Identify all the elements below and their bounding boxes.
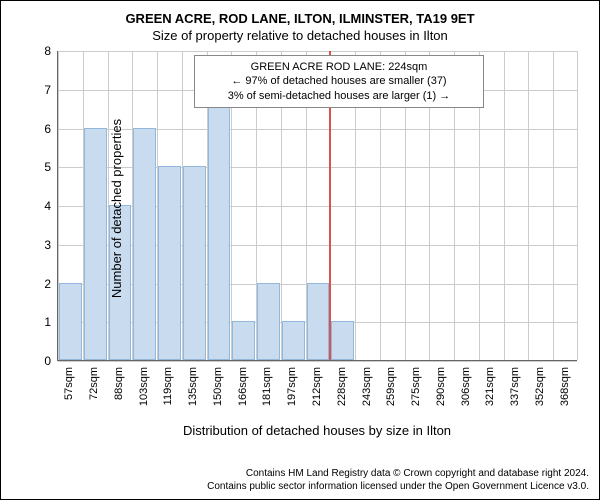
histogram-bar [208,89,231,360]
histogram-bar [133,128,156,361]
legend-box: GREEN ACRE ROD LANE: 224sqm← 97% of deta… [194,55,484,108]
x-tick-label: 352sqm [534,367,546,406]
x-tick-label: 166sqm [237,367,249,406]
x-axis-label: Distribution of detached houses by size … [57,423,577,438]
histogram-bar [232,321,255,360]
chart-subtitle: Size of property relative to detached ho… [1,28,599,43]
vgrid-line [577,51,578,360]
chart-container: GREEN ACRE ROD LANE: 224sqm← 97% of deta… [57,51,577,361]
legend-line-1: GREEN ACRE ROD LANE: 224sqm [203,60,475,74]
histogram-bar [331,321,354,360]
x-tick-label: 197sqm [286,367,298,406]
hgrid-line [58,51,577,52]
histogram-bar [158,166,181,360]
y-tick-label: 4 [31,199,51,213]
y-tick-label: 6 [31,122,51,136]
histogram-bar [183,166,206,360]
y-tick-label: 3 [31,238,51,252]
x-tick-label: 212sqm [311,367,323,406]
vgrid-line [504,51,505,360]
plot-area: GREEN ACRE ROD LANE: 224sqm← 97% of deta… [57,51,577,361]
vgrid-line [553,51,554,360]
y-tick-label: 5 [31,160,51,174]
y-tick-label: 1 [31,315,51,329]
x-tick-label: 181sqm [261,367,273,406]
x-tick-label: 103sqm [138,367,150,406]
x-tick-label: 259sqm [385,367,397,406]
x-tick-label: 243sqm [361,367,373,406]
y-tick-label: 7 [31,83,51,97]
x-tick-label: 290sqm [435,367,447,406]
vgrid-line [528,51,529,360]
chart-title: GREEN ACRE, ROD LANE, ILTON, ILMINSTER, … [1,11,599,26]
histogram-bar [257,283,280,361]
x-tick-label: 72sqm [88,367,100,400]
y-tick-label: 2 [31,277,51,291]
x-tick-label: 88sqm [113,367,125,400]
x-tick-label: 306sqm [460,367,472,406]
attribution-text: Contains HM Land Registry data © Crown c… [207,467,589,493]
histogram-bar [282,321,305,360]
y-tick-label: 8 [31,44,51,58]
x-tick-label: 135sqm [187,367,199,406]
x-tick-label: 368sqm [559,367,571,406]
y-tick-label: 0 [31,354,51,368]
hgrid-line [58,361,577,362]
x-tick-label: 57sqm [63,367,75,400]
x-tick-label: 119sqm [162,367,174,405]
y-axis-label: Number of detached properties [109,119,124,298]
legend-line-2: ← 97% of detached houses are smaller (37… [203,74,475,88]
x-tick-label: 228sqm [336,367,348,406]
histogram-bar [84,128,107,361]
x-tick-label: 275sqm [410,367,422,406]
x-tick-label: 337sqm [509,367,521,406]
legend-line-3: 3% of semi-detached houses are larger (1… [203,89,475,103]
attribution-line-2: Contains public sector information licen… [207,480,589,493]
x-tick-label: 150sqm [212,367,224,406]
histogram-bar [59,283,82,361]
histogram-bar [307,283,330,361]
x-tick-label: 321sqm [484,367,496,406]
attribution-line-1: Contains HM Land Registry data © Crown c… [207,467,589,480]
